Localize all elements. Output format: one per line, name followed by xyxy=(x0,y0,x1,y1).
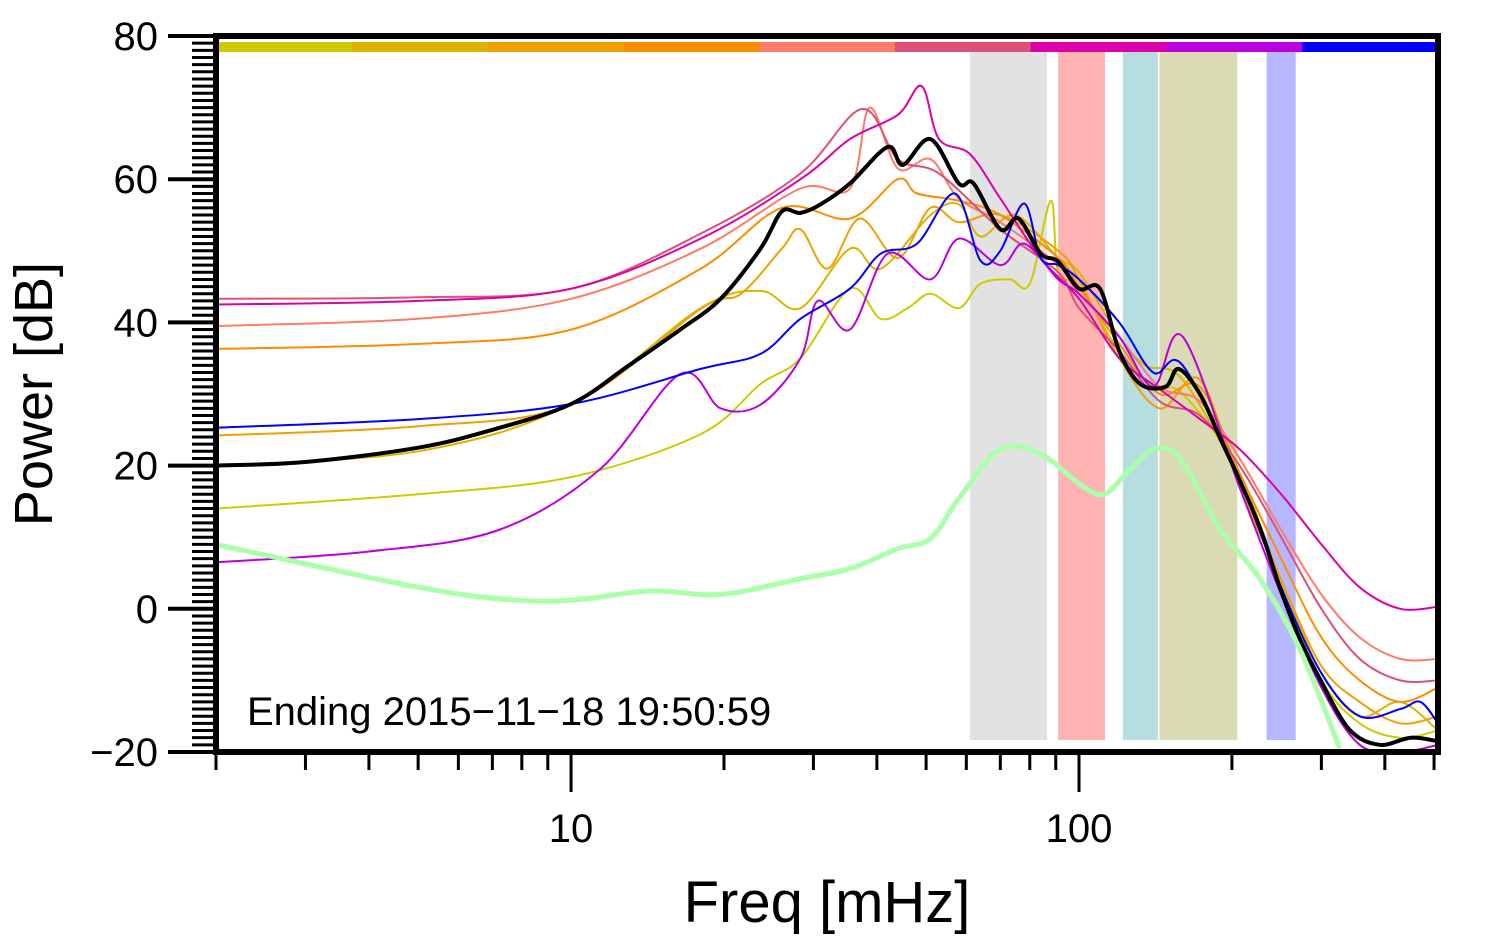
series-line-magenta xyxy=(216,84,1438,611)
series-line-purple xyxy=(216,237,1438,752)
color-bar-segment xyxy=(1030,42,1167,52)
y-tick-label: 80 xyxy=(114,15,159,59)
y-axis-title: Power [dB] xyxy=(4,262,64,526)
frequency-band xyxy=(969,52,1048,740)
y-tick-labels: −20 0 20 40 60 80 xyxy=(90,15,158,775)
color-bar-segment xyxy=(623,42,760,52)
x-tick-label: 10 xyxy=(549,807,594,851)
x-tick-labels: 10 100 xyxy=(549,807,1113,851)
series-line-salmon xyxy=(216,106,1438,662)
ending-timestamp-annotation: Ending 2015−11−18 19:50:59 xyxy=(247,690,771,734)
series-line-mean xyxy=(216,137,1438,747)
color-bar-segment xyxy=(759,42,896,52)
y-tick-label: 20 xyxy=(114,445,159,489)
frequency-band xyxy=(1122,52,1158,740)
series-lines xyxy=(216,84,1438,752)
x-axis-title: Freq [mHz] xyxy=(684,870,971,935)
series-line-rose xyxy=(216,108,1438,683)
series-line-orange xyxy=(216,177,1438,703)
series-line-blue xyxy=(216,192,1438,725)
color-bar-segment xyxy=(351,42,489,52)
series-line-green xyxy=(216,443,1343,750)
frequency-band xyxy=(1266,52,1296,740)
color-bar-segment xyxy=(216,42,353,52)
y-tick-label: 60 xyxy=(114,158,159,202)
y-tick-label: 0 xyxy=(136,588,158,632)
color-bar-segment xyxy=(1302,42,1439,52)
y-tick-label: −20 xyxy=(90,731,158,775)
axis-ticks xyxy=(168,34,1436,792)
color-bar-segment xyxy=(1166,42,1303,52)
series-line-yellow xyxy=(216,199,1438,739)
plot-frame xyxy=(213,33,1441,755)
color-bar-segment xyxy=(894,42,1032,52)
x-tick-label: 100 xyxy=(1046,807,1113,851)
top-color-bar xyxy=(216,42,1439,52)
frequency-bands xyxy=(969,52,1296,740)
series-line-light-orange xyxy=(216,205,1438,725)
color-bar-segment xyxy=(487,42,624,52)
series-line-gold xyxy=(216,201,1438,732)
y-tick-label: 40 xyxy=(114,301,159,345)
frequency-band xyxy=(1058,52,1105,740)
frequency-band xyxy=(1159,52,1238,740)
